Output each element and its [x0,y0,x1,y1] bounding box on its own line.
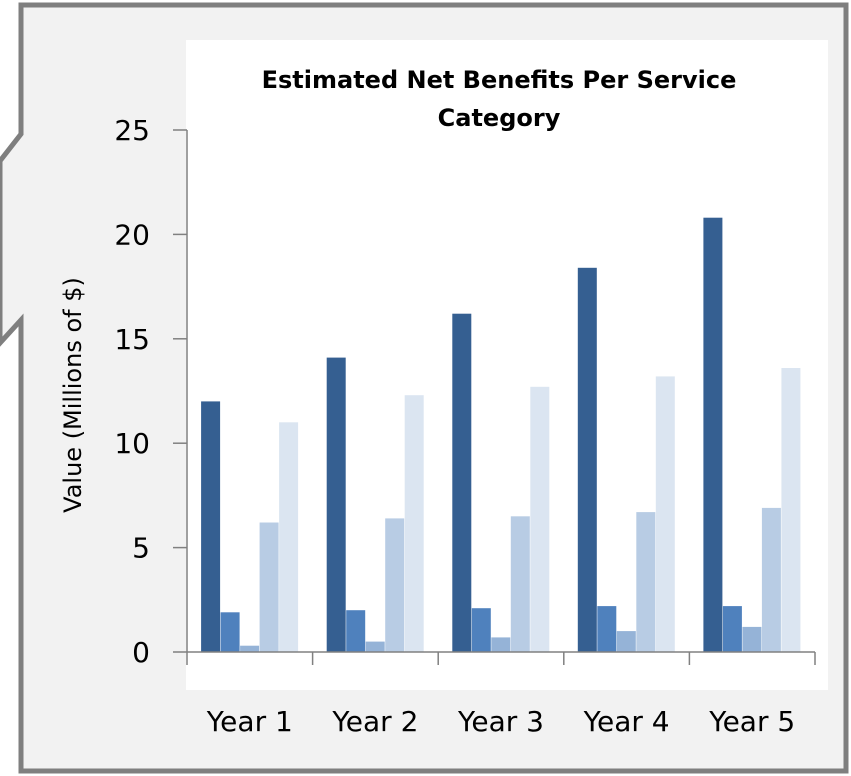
bar-series-4-year-1 [259,522,279,652]
bar-series-3-year-3 [491,637,511,652]
bars [201,217,801,652]
axes [173,129,816,665]
bar-series-3-year-5 [742,626,762,652]
y-axis-label: Value (Millions of $) [59,277,87,513]
x-tick-label: Year 4 [583,705,670,738]
bar-series-2-year-5 [722,606,742,652]
bar-series-4-year-4 [636,512,656,652]
bar-series-5-year-5 [781,368,801,652]
x-tick-label: Year 2 [331,705,418,738]
chart-title-line-1: Estimated Net Benefits Per Service [262,66,737,94]
bar-series-2-year-4 [597,606,617,652]
y-tick-labels: 0 5 10 15 20 25 [114,114,150,669]
bar-series-5-year-1 [279,422,299,652]
bar-series-3-year-4 [616,631,636,652]
bar-series-2-year-3 [471,608,491,652]
y-tick-label: 20 [114,218,150,251]
bar-series-5-year-2 [404,395,424,652]
bar-series-4-year-5 [761,507,781,652]
bar-series-2-year-2 [346,610,366,652]
y-tick-label: 0 [132,636,150,669]
bar-series-3-year-2 [365,641,385,652]
bar-series-5-year-3 [530,386,550,652]
bar-series-1-year-2 [326,357,346,652]
x-tick-label: Year 1 [206,705,293,738]
bar-series-1-year-1 [201,401,221,652]
y-tick-label: 5 [132,532,150,565]
x-tick-label: Year 5 [708,705,795,738]
chart-title-line-2: Category [438,104,561,132]
y-tick-label: 15 [114,323,150,356]
bar-series-1-year-5 [703,217,723,652]
bar-series-2-year-1 [220,612,240,652]
bar-series-1-year-4 [577,267,597,652]
y-tick-label: 25 [114,114,150,147]
bar-series-4-year-3 [510,516,530,652]
bar-series-5-year-4 [655,376,675,652]
bar-series-4-year-2 [385,518,405,652]
x-tick-label: Year 3 [457,705,544,738]
bar-series-3-year-1 [240,645,260,652]
y-tick-label: 10 [114,427,150,460]
bar-series-1-year-3 [452,313,472,652]
x-tick-labels: Year 1 Year 2 Year 3 Year 4 Year 5 [206,705,795,738]
